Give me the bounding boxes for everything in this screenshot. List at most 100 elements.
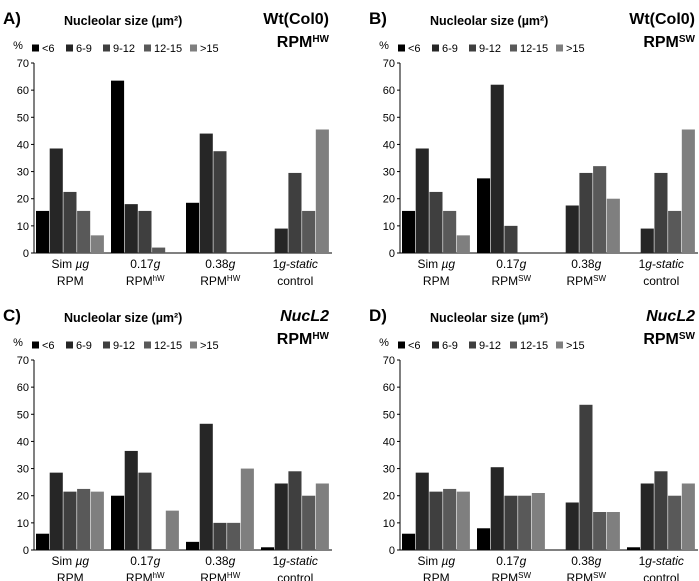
y-tick-label: 20 <box>383 491 395 503</box>
chart-title: Nucleolar size (µm²) <box>430 14 548 28</box>
label-part: µg <box>75 257 89 271</box>
category-label: 0.38g <box>205 554 235 568</box>
bar <box>165 510 179 550</box>
legend-swatch <box>469 341 476 349</box>
bar <box>415 148 429 253</box>
condition-superscript: SW <box>679 34 696 45</box>
legend-label: 6-9 <box>76 43 92 55</box>
legend-label: 6-9 <box>76 340 92 352</box>
bar <box>227 522 241 550</box>
legend-swatch <box>398 44 405 52</box>
bar <box>415 472 429 550</box>
category-label: 0.17g <box>496 554 526 568</box>
category-label: RPMSW <box>566 571 606 581</box>
bar <box>288 471 302 550</box>
y-tick-label: 50 <box>383 112 395 124</box>
condition-main: RPM <box>643 34 679 51</box>
y-tick-label: 60 <box>383 85 395 97</box>
legend-label: >15 <box>566 43 585 55</box>
bar <box>77 488 91 550</box>
genotype-label: NucL2 <box>646 308 695 325</box>
y-tick-label: 0 <box>389 545 395 557</box>
condition-label: RPMHW <box>277 331 330 349</box>
legend-label: 9-12 <box>113 340 135 352</box>
label-part: 1 <box>639 554 646 568</box>
bar <box>36 533 50 550</box>
category-label: control <box>643 571 679 581</box>
category-label: RPMSW <box>491 571 531 581</box>
bar <box>152 247 166 253</box>
y-tick-label: 10 <box>17 221 29 233</box>
bar <box>186 202 200 253</box>
y-tick-label: 20 <box>17 491 29 503</box>
legend-label: <6 <box>42 43 55 55</box>
category-label: control <box>643 274 679 288</box>
legend-label: 6-9 <box>442 43 458 55</box>
y-tick-label: 70 <box>17 58 29 70</box>
category-label: RPM <box>423 571 450 581</box>
label-part: RPM <box>57 274 84 288</box>
bar <box>138 472 152 550</box>
chart-panel-b: B) Nucleolar size (µm²) Wt(Col0)RPMSW% <6 6-… <box>369 9 698 288</box>
legend-label: 9-12 <box>479 43 501 55</box>
category-label: 0.38g <box>571 257 601 271</box>
condition-main: RPM <box>643 331 679 348</box>
label-part: control <box>277 571 313 581</box>
bar <box>668 210 682 253</box>
panel-label: A) <box>3 9 21 28</box>
label-part: g <box>595 554 602 568</box>
legend-swatch <box>510 44 517 52</box>
y-tick-label: 60 <box>17 85 29 97</box>
label-part: 0.17 <box>496 554 520 568</box>
label-part: RPM <box>126 571 153 581</box>
bar <box>77 210 91 253</box>
bar <box>443 488 457 550</box>
bar <box>477 528 491 550</box>
y-tick-label: 30 <box>17 167 29 179</box>
label-part: 0.38 <box>571 257 595 271</box>
panel-label: C) <box>3 306 21 325</box>
bar <box>90 235 104 253</box>
category-label: RPM <box>423 274 450 288</box>
label-part: g <box>520 257 527 271</box>
category-label: RPMHW <box>200 571 240 581</box>
category-label: RPMhW <box>126 274 165 289</box>
legend-swatch <box>32 44 39 52</box>
legend-swatch <box>144 44 151 52</box>
label-part: RPM <box>423 571 450 581</box>
y-tick-label: 10 <box>17 518 29 530</box>
y-tick-label: 60 <box>17 382 29 394</box>
category-label: 0.38g <box>571 554 601 568</box>
legend-label: 12-15 <box>154 43 182 55</box>
category-label: RPMSW <box>491 274 531 289</box>
bar <box>288 172 302 253</box>
bar <box>443 210 457 253</box>
legend-label: <6 <box>408 43 421 55</box>
label-part: RPM <box>423 274 450 288</box>
label-part: RPM <box>566 571 593 581</box>
condition-label: RPMSW <box>643 34 695 52</box>
category-label: 0.38g <box>205 257 235 271</box>
bar <box>593 166 607 253</box>
bar <box>124 450 138 550</box>
label-part: g-static <box>279 554 318 568</box>
legend-swatch <box>510 341 517 349</box>
y-axis-label: % <box>13 40 23 52</box>
condition-superscript: HW <box>312 331 329 342</box>
bar <box>531 493 545 550</box>
bar <box>302 495 316 550</box>
y-tick-label: 30 <box>383 464 395 476</box>
legend-swatch <box>556 44 563 52</box>
legend-label: 12-15 <box>520 340 548 352</box>
bar <box>124 204 138 253</box>
bar <box>402 210 416 253</box>
panel-label: B) <box>369 9 387 28</box>
y-tick-label: 0 <box>23 545 29 557</box>
label-part: 1 <box>273 554 280 568</box>
category-label: RPMHW <box>200 274 240 289</box>
category-label: 1g-static <box>639 257 684 271</box>
superscript-text: SW <box>593 274 606 283</box>
y-tick-label: 70 <box>383 58 395 70</box>
